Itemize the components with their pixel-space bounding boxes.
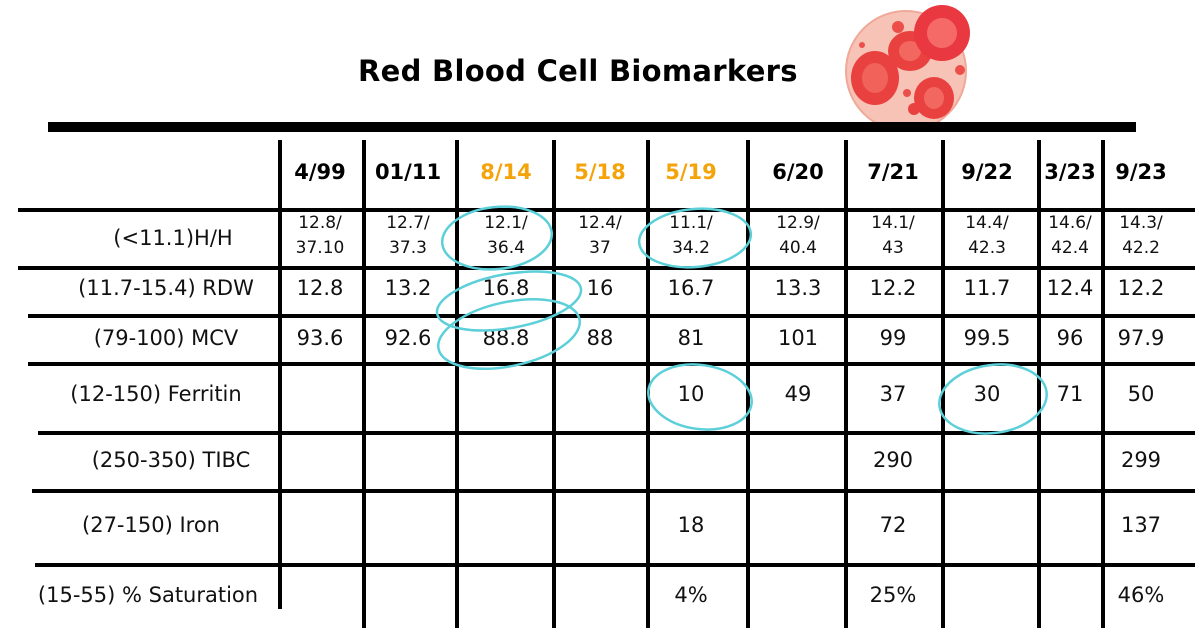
row-label: (79-100) MCV [93, 326, 239, 350]
red-blood-cells-icon [845, 5, 970, 132]
table-cell: 12.2 [1117, 276, 1165, 300]
table-cell: 92.6 [384, 326, 432, 350]
column-header-date: 6/20 [772, 160, 824, 184]
table-cell: 50 [1127, 382, 1155, 406]
table-cell: 37 [879, 382, 907, 406]
row-label: (250-350) TIBC [91, 448, 251, 472]
table-cell: 12.8/37.10 [295, 213, 345, 258]
table-cell: 25% [869, 583, 917, 607]
row-divider [35, 563, 1195, 567]
table-cell: 16.8 [482, 276, 530, 300]
row-label: (<11.1)H/H [113, 226, 233, 250]
table-cell: 81 [677, 326, 705, 350]
column-header-date: 3/23 [1044, 160, 1096, 184]
column-divider [1101, 140, 1105, 628]
page-title: Red Blood Cell Biomarkers [358, 54, 798, 88]
row-divider [28, 314, 1195, 318]
table-cell: 290 [872, 448, 914, 472]
column-header-date: 01/11 [374, 160, 442, 184]
column-divider [362, 140, 366, 628]
table-cell: 88 [586, 326, 614, 350]
table-cell: 12.2 [869, 276, 917, 300]
table-cell: 12.1/36.4 [484, 213, 528, 258]
table-cell: 101 [777, 326, 819, 350]
column-header-date: 7/21 [867, 160, 919, 184]
table-cell: 10 [677, 382, 705, 406]
column-header-date: 9/22 [961, 160, 1013, 184]
row-divider [38, 431, 1195, 435]
row-divider [28, 362, 1195, 366]
column-divider [1037, 140, 1041, 628]
column-divider [746, 140, 750, 628]
column-divider [844, 140, 848, 628]
row-label: (27-150) Iron [82, 513, 220, 537]
table-cell: 14.3/42.2 [1119, 213, 1163, 258]
row-label: (15-55) % Saturation [37, 583, 259, 607]
table-cell: 12.7/37.3 [386, 213, 430, 258]
table-cell: 30 [973, 382, 1001, 406]
table-cell: 11.7 [963, 276, 1011, 300]
column-header-date: 4/99 [294, 160, 346, 184]
column-divider [455, 140, 459, 628]
table-cell: 14.4/42.3 [965, 213, 1009, 258]
table-cell: 71 [1056, 382, 1084, 406]
table-cell: 93.6 [296, 326, 344, 350]
table-cell: 49 [784, 382, 812, 406]
table-cell: 99.5 [963, 326, 1011, 350]
column-header-date: 8/14 [480, 160, 532, 184]
row-divider [18, 208, 1195, 212]
column-divider [552, 140, 556, 628]
table-cell: 13.2 [384, 276, 432, 300]
column-header-date: 5/18 [574, 160, 626, 184]
table-cell: 299 [1120, 448, 1162, 472]
row-divider [32, 489, 1195, 493]
table-cell: 46% [1117, 583, 1165, 607]
column-divider [278, 140, 282, 609]
column-divider [646, 140, 650, 628]
table-cell: 11.1/34.2 [669, 213, 713, 258]
table-cell: 14.1/43 [871, 213, 915, 258]
table-cell: 14.6/42.4 [1048, 213, 1092, 258]
table-cell: 137 [1120, 513, 1162, 537]
table-cell: 12.8 [296, 276, 344, 300]
column-header-date: 9/23 [1115, 160, 1167, 184]
row-label: (12-150) Ferritin [70, 382, 242, 406]
column-header-date: 5/19 [665, 160, 717, 184]
table-cell: 13.3 [774, 276, 822, 300]
table-cell: 4% [674, 583, 708, 607]
table-cell: 96 [1056, 326, 1084, 350]
column-divider [941, 140, 945, 628]
title-rule [48, 122, 1136, 132]
table-cell: 12.4/37 [578, 213, 622, 258]
table-cell: 97.9 [1117, 326, 1165, 350]
table-cell: 16 [586, 276, 614, 300]
table-cell: 18 [677, 513, 705, 537]
table-cell: 16.7 [667, 276, 715, 300]
table-cell: 72 [879, 513, 907, 537]
table-cell: 88.8 [482, 326, 530, 350]
table-cell: 99 [879, 326, 907, 350]
table-cell: 12.4 [1046, 276, 1094, 300]
row-divider [18, 266, 1195, 270]
table-cell: 12.9/40.4 [776, 213, 820, 258]
row-label: (11.7-15.4) RDW [78, 276, 254, 300]
